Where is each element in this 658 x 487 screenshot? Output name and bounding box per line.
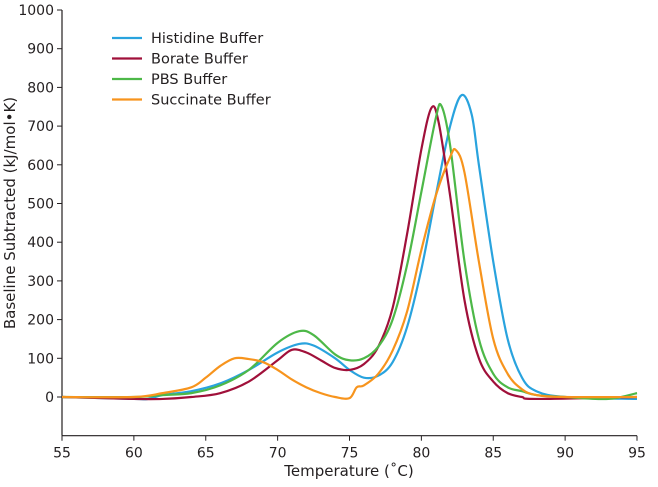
x-tick-label: 95 (628, 446, 646, 462)
y-tick-label: 200 (27, 313, 54, 329)
y-tick-label: 400 (27, 235, 54, 251)
legend-label-succinate-buffer: Succinate Buffer (151, 93, 271, 109)
y-tick-label: 900 (27, 42, 54, 58)
legend: Histidine Buffer Borate Buffer PBS Buffer S… (112, 31, 271, 109)
y-tick-label: 1000 (18, 3, 54, 19)
y-tick-label: 500 (27, 197, 54, 213)
x-tick-label: 60 (125, 446, 143, 462)
x-tick-label: 80 (412, 446, 430, 462)
series-line-pbs-buffer (61, 102, 638, 401)
y-axis-label: Baseline Subtracted (kJ/mol•K) (1, 97, 19, 329)
series-line-borate-buffer (61, 105, 638, 401)
y-tick-label: 0 (45, 390, 54, 406)
y-tick-label: 700 (27, 119, 54, 135)
y-tick-label: 100 (27, 351, 54, 367)
legend-label-histidine-buffer: Histidine Buffer (151, 31, 263, 47)
x-tick-label: 90 (556, 446, 574, 462)
axes: 55 60 65 70 75 80 85 90 95 0 100 200 300 400 500 600 700… (18, 3, 646, 462)
x-axis-label: Temperature (˚C) (283, 462, 413, 480)
x-tick-label: 55 (53, 446, 71, 462)
y-tick-label: 800 (27, 80, 54, 96)
x-tick-label: 70 (269, 446, 287, 462)
y-tick-label: 600 (27, 158, 54, 174)
x-tick-label: 85 (484, 446, 502, 462)
legend-label-pbs-buffer: PBS Buffer (151, 72, 227, 88)
x-tick-label: 75 (341, 446, 359, 462)
series-lines (61, 93, 638, 401)
legend-label-borate-buffer: Borate Buffer (151, 52, 248, 68)
series-line-histidine-buffer (61, 93, 638, 401)
series-line-succinate-buffer (61, 147, 638, 400)
y-tick-label: 300 (27, 274, 54, 290)
x-tick-label: 65 (197, 446, 215, 462)
